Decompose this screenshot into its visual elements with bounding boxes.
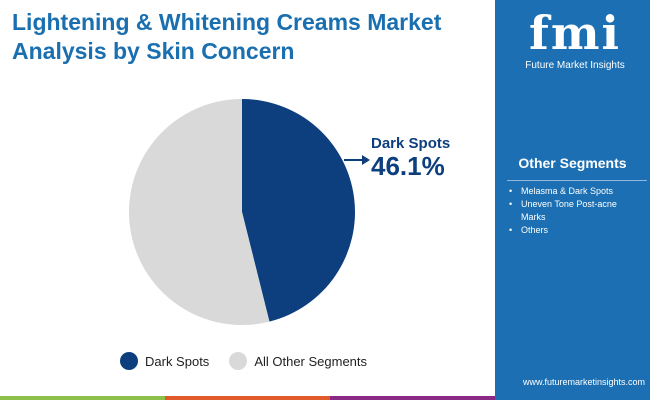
sidebar: fmi Future Market Insights Other Segment… xyxy=(495,0,650,400)
legend-label: All Other Segments xyxy=(254,353,368,369)
callout-label: Dark Spots xyxy=(371,135,451,152)
legend-item-other: All Other Segments xyxy=(229,352,367,370)
fmi-logo: fmi Future Market Insights xyxy=(515,8,635,71)
legend-swatch xyxy=(120,352,138,370)
logo-name: Future Market Insights xyxy=(525,60,625,71)
list-item: Uneven Tone Post-acne Marks xyxy=(503,198,643,224)
legend-swatch xyxy=(229,352,248,370)
callout-arrow-icon xyxy=(362,155,370,165)
list-item: Melasma & Dark Spots xyxy=(503,185,643,198)
list-item: Others xyxy=(503,224,643,237)
color-stripe xyxy=(0,396,495,400)
other-segments-list: Melasma & Dark Spots Uneven Tone Post-ac… xyxy=(503,185,643,237)
legend-item-dark-spots: Dark Spots xyxy=(120,352,209,370)
website-link[interactable]: www.futuremarketinsights.com xyxy=(522,377,645,387)
chart-title: Lightening & Whitening Creams Market Ana… xyxy=(12,9,442,64)
pie-slice-all-other-segments xyxy=(128,99,270,325)
other-segments-heading: Other Segments xyxy=(518,155,627,171)
legend-label: Dark Spots xyxy=(145,353,210,369)
divider xyxy=(507,180,647,181)
callout-value: 46.1% xyxy=(371,151,445,181)
pie-slice-dark-spots xyxy=(242,99,355,322)
legend: Dark Spots All Other Segments xyxy=(120,352,387,370)
logo-mark: fmi xyxy=(529,6,621,60)
